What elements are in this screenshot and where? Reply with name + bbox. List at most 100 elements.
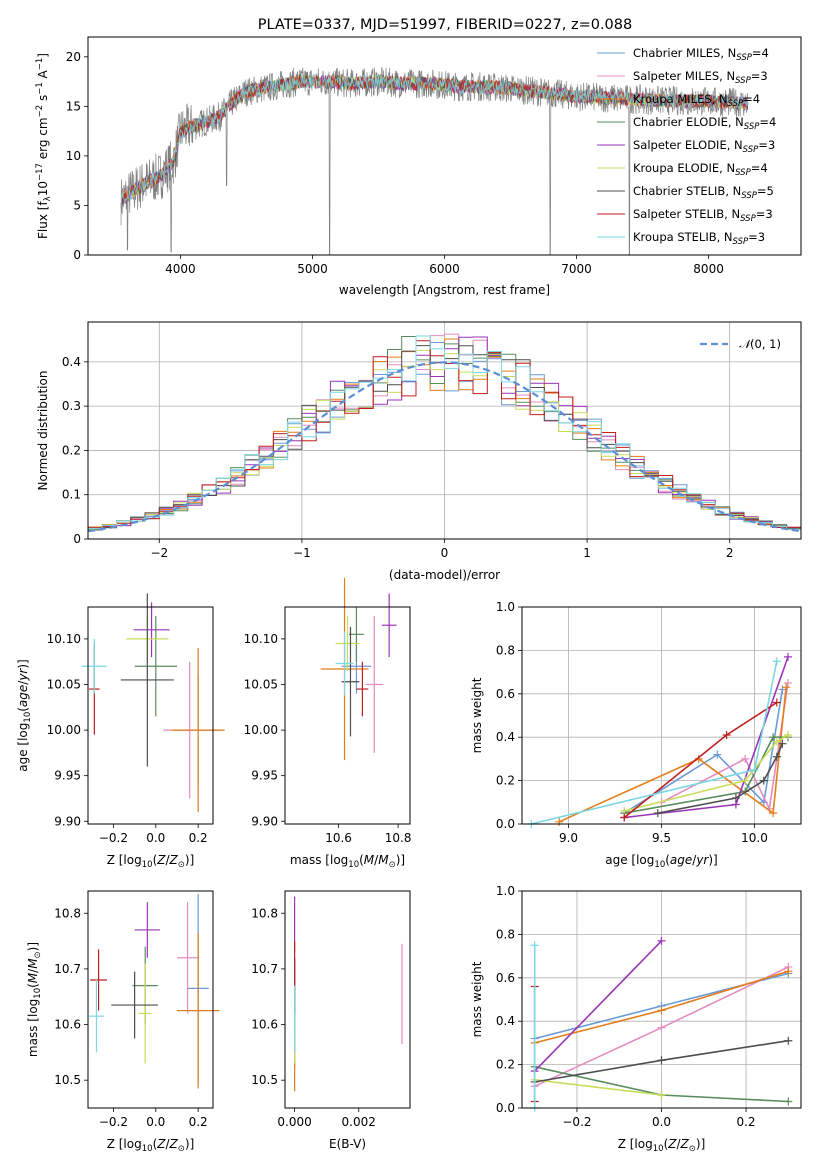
y-tick-label: 10.05 <box>244 678 278 692</box>
legend-entry: Salpeter MILES, NSSP=3 <box>633 69 768 86</box>
y-tick-label: 10.8 <box>251 906 278 920</box>
y-tick-label: 0.6 <box>496 687 515 701</box>
legend-entry: Kroupa STELIB, NSSP=3 <box>633 230 765 247</box>
x-tick-label: −0.2 <box>562 1115 591 1129</box>
y-tick-label: 1.0 <box>496 884 515 898</box>
y-tick-label: 10.7 <box>251 962 278 976</box>
residual-hist-panel: −2 −1 0 1 2 0 0.1 0.2 0.3 0.4 𝒩(0, 1) (data-model)/… <box>36 321 802 582</box>
y-tick-label: 9.95 <box>54 769 81 783</box>
axes-frame <box>284 890 411 1109</box>
y-tick-label: 9.90 <box>54 814 81 828</box>
x-tick-label: 1 <box>583 546 591 560</box>
x-tick-label: 0.002 <box>342 1115 376 1129</box>
x-axis-label: age [log10(age/yr)] <box>605 853 718 870</box>
weight-point-marker <box>750 765 759 774</box>
y-tick-label: 10.6 <box>251 1018 278 1032</box>
x-tick-label: 6000 <box>429 262 460 276</box>
x-tick-label: 0.0 <box>146 831 165 845</box>
legend-entry: Kroupa MILES, NSSP=4 <box>633 92 760 109</box>
y-tick-label: 0.2 <box>496 774 515 788</box>
x-axis-label: Z [log10(Z/Z⊙)] <box>107 1137 195 1154</box>
weight-point-marker <box>657 1056 666 1065</box>
x-axis-label: (data-model)/error <box>389 568 500 582</box>
weight-vs-Z-panel: −0.2 0.0 0.2 0.0 0.2 0.4 0.6 0.8 1.0 Z [log10(Z/Z… <box>470 884 802 1154</box>
x-tick-label: 7000 <box>561 262 592 276</box>
x-axis-label: E(B-V) <box>329 1137 366 1151</box>
y-tick-label: 15 <box>66 99 81 113</box>
weight-point-marker <box>657 936 666 945</box>
x-tick-label: 4000 <box>165 262 196 276</box>
legend-entry: Kroupa ELODIE, NSSP=4 <box>633 161 768 178</box>
y-tick-label: 5 <box>73 198 81 212</box>
x-tick-label: 10.8 <box>385 831 412 845</box>
weight-point-marker <box>759 776 768 785</box>
y-tick-label: 10.10 <box>244 632 278 646</box>
y-tick-label: 10 <box>66 149 81 163</box>
weight-point-marker <box>620 813 629 822</box>
x-tick-label: 5000 <box>297 262 328 276</box>
weight-point-marker <box>784 1036 793 1045</box>
y-tick-label: 10.00 <box>244 723 278 737</box>
y-tick-label: 0.1 <box>62 488 81 502</box>
y-tick-label: 9.90 <box>251 814 278 828</box>
weight-point-marker <box>713 750 722 759</box>
y-tick-label: 9.95 <box>251 769 278 783</box>
weight-point-marker <box>731 793 740 802</box>
x-tick-label: 10.0 <box>741 831 768 845</box>
weight-point-marker <box>722 731 731 740</box>
weight-series-line <box>534 940 663 1072</box>
axes-frame <box>87 890 214 1109</box>
axes-frame <box>521 606 802 825</box>
y-tick-label: 0.4 <box>496 730 515 744</box>
x-tick-label: 0.2 <box>189 831 208 845</box>
age-vs-Z-panel: −0.2 0.0 0.2 9.90 9.95 10.00 10.05 10.10 Z [log1… <box>16 593 225 870</box>
y-axis-label: mass weight <box>470 961 484 1037</box>
y-tick-label: 1.0 <box>496 600 515 614</box>
x-axis-label: Z [log10(Z/Z⊙)] <box>107 853 195 870</box>
y-tick-label: 10.8 <box>54 906 81 920</box>
spectrum-panel: 4000 5000 6000 7000 8000 0 5 10 15 20 Chabrier MIL… <box>35 36 802 297</box>
y-tick-label: 10.10 <box>47 632 81 646</box>
weight-point-marker <box>784 1097 793 1106</box>
x-tick-label: 0.000 <box>277 1115 311 1129</box>
x-axis-label: wavelength [Angstrom, rest frame] <box>339 283 550 297</box>
legend-entry: Salpeter ELODIE, NSSP=3 <box>633 138 775 155</box>
y-tick-label: 0 <box>73 248 81 262</box>
age-vs-mass-panel: 10.6 10.8 9.90 9.95 10.00 10.05 10.10 mass [log… <box>244 577 412 870</box>
legend-entry: Salpeter STELIB, NSSP=3 <box>633 207 773 224</box>
axes-frame <box>87 36 802 256</box>
weight-point-marker <box>653 809 662 818</box>
y-axis-label: Normed distribution <box>36 371 50 491</box>
x-tick-label: 0.2 <box>189 1115 208 1129</box>
legend-entry: Chabrier MILES, NSSP=4 <box>633 46 769 63</box>
weight-point-marker <box>783 678 792 687</box>
x-axis-label: mass [log10(M/M⊙)] <box>290 853 405 870</box>
weight-point-marker <box>772 752 781 761</box>
y-tick-label: 0.3 <box>62 399 81 413</box>
legend-entry: 𝒩(0, 1) <box>739 337 781 351</box>
weight-series-line <box>624 734 789 812</box>
weight-vs-age-panel: 9.0 9.5 10.0 0.0 0.2 0.4 0.6 0.8 1.0 age [log10(a… <box>470 600 802 870</box>
weight-point-marker <box>778 739 787 748</box>
y-tick-label: 0.8 <box>496 643 515 657</box>
y-tick-label: 0.0 <box>496 817 515 831</box>
y-tick-label: 10.6 <box>54 1018 81 1032</box>
weight-point-marker <box>772 698 781 707</box>
x-tick-label: 9.5 <box>652 831 671 845</box>
y-tick-label: 0.4 <box>62 355 81 369</box>
weight-point-marker <box>769 733 778 742</box>
axes-frame <box>284 606 411 825</box>
y-axis-label: mass weight <box>470 677 484 753</box>
weight-point-marker <box>741 754 750 763</box>
y-tick-label: 10.00 <box>47 723 81 737</box>
y-axis-label: Flux [fλ10−17 erg cm−2 s−1 A−1] <box>35 53 53 239</box>
x-tick-label: −2 <box>150 546 168 560</box>
spectrum-model-line <box>120 74 749 208</box>
legend-entry: Chabrier ELODIE, NSSP=4 <box>633 115 776 132</box>
y-tick-label: 0.2 <box>496 1058 515 1072</box>
x-tick-label: 8000 <box>693 262 724 276</box>
weight-point-marker <box>783 731 792 740</box>
y-tick-label: 10.5 <box>251 1073 278 1087</box>
